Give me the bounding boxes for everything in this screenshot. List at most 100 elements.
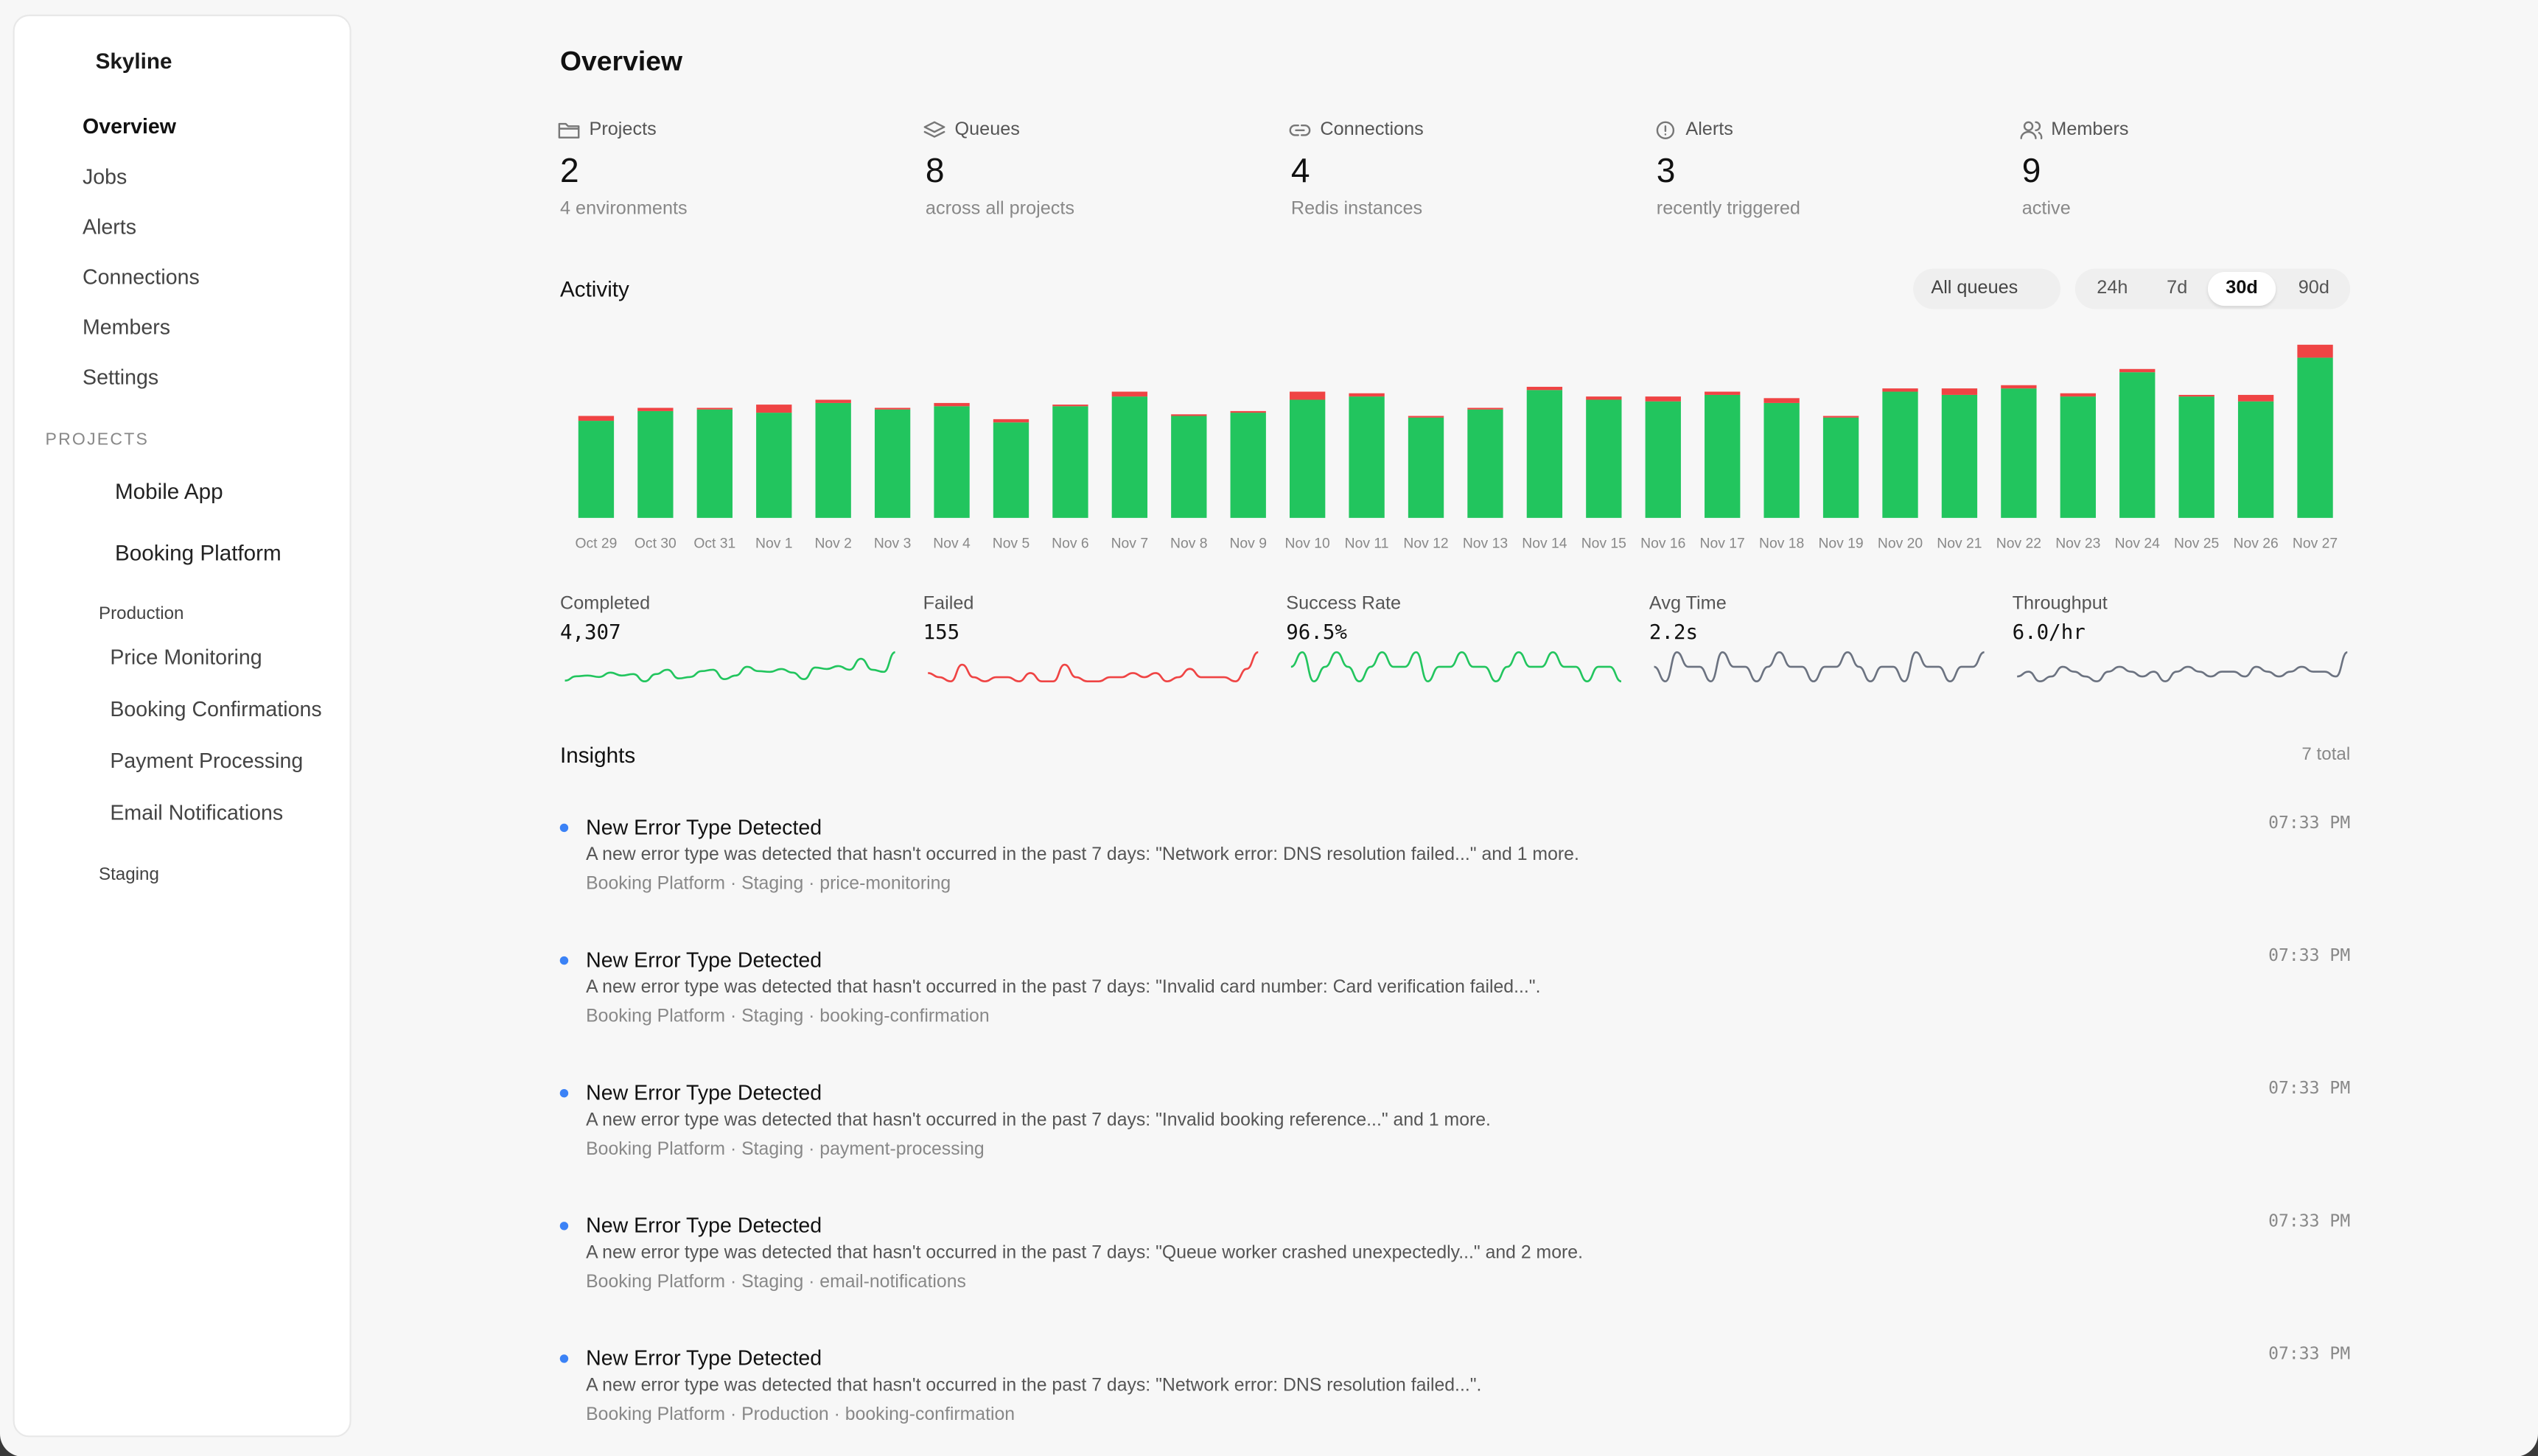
insight-dot: [559, 1088, 569, 1098]
stat-note: Redis instances: [1290, 198, 1423, 218]
metric-label: Throughput: [2012, 593, 2108, 613]
insight-time: 07:33 PM: [2268, 945, 2351, 965]
insight-title[interactable]: New Error Type Detected: [586, 946, 822, 971]
insight-dot: [559, 823, 569, 833]
queue-filter-label[interactable]: All queues: [1931, 278, 2018, 298]
range-option[interactable]: 30d: [2226, 278, 2258, 298]
bar-segment: [2237, 401, 2274, 518]
icon-part: [558, 122, 580, 139]
workspace-name[interactable]: Skyline: [95, 49, 172, 74]
bar-segment: [2060, 393, 2096, 397]
queue-name[interactable]: Email Notifications: [110, 799, 284, 824]
x-tick-label: Nov 26: [2233, 535, 2279, 552]
queue-name[interactable]: Booking Confirmations: [110, 696, 322, 721]
bar-segment: [2060, 396, 2096, 518]
metric-label: Completed: [559, 593, 651, 613]
bar-segment: [1586, 396, 1622, 400]
insight-description: A new error type was detected that hasn'…: [586, 844, 1579, 864]
bar-segment: [934, 406, 970, 518]
bar-segment: [1171, 414, 1207, 416]
insights-count: 7 total: [2301, 745, 2351, 765]
bar-segment: [934, 402, 970, 407]
range-option[interactable]: 90d: [2298, 278, 2329, 298]
insight-meta: Booking Platform · Staging · payment-pro…: [586, 1138, 985, 1159]
environment-name[interactable]: Production: [98, 603, 184, 623]
nav-item[interactable]: Overview: [83, 113, 177, 138]
metric-value: 96.5%: [1286, 618, 1347, 643]
nav-item[interactable]: Members: [83, 314, 171, 339]
bar-segment: [2119, 372, 2156, 518]
x-tick-label: Nov 12: [1403, 535, 1449, 552]
x-tick-label: Nov 27: [2292, 535, 2338, 552]
bar-segment: [1349, 396, 1385, 518]
stat-note: active: [2021, 198, 2071, 218]
bar-segment: [756, 405, 792, 413]
x-tick-label: Nov 17: [1699, 535, 1745, 552]
bar-segment: [993, 422, 1029, 518]
bar-segment: [637, 407, 674, 411]
sidebar: [13, 14, 352, 1438]
stat-value: 4: [1290, 153, 1310, 191]
bar-segment: [1822, 416, 1859, 418]
range-option[interactable]: 24h: [2097, 278, 2128, 298]
sparkline: [2017, 651, 2348, 683]
x-tick-label: Nov 20: [1877, 535, 1923, 552]
x-tick-label: Oct 31: [693, 535, 736, 552]
insight-time: 07:33 PM: [2268, 1211, 2351, 1231]
x-tick-label: Nov 1: [755, 535, 793, 552]
bar-segment: [1822, 417, 1859, 518]
nav-item[interactable]: Jobs: [83, 163, 127, 188]
bar-segment: [1111, 396, 1148, 518]
insight-title[interactable]: New Error Type Detected: [586, 813, 822, 839]
bar-segment: [1052, 405, 1088, 407]
project-name[interactable]: Booking Platform: [114, 540, 282, 565]
x-tick-label: Nov 22: [1996, 535, 2041, 552]
insight-meta: Booking Platform · Staging · email-notif…: [586, 1272, 966, 1292]
icon: [558, 122, 580, 139]
bar-segment: [1230, 410, 1266, 413]
stat-note: across all projects: [925, 198, 1075, 218]
queue-name[interactable]: Price Monitoring: [110, 644, 262, 669]
stat-label: Members: [2051, 119, 2129, 139]
nav-item[interactable]: Connections: [83, 264, 200, 288]
insight-time: 07:33 PM: [2268, 1343, 2351, 1363]
metric-label: Failed: [923, 593, 974, 613]
bar-segment: [2178, 396, 2214, 518]
x-tick-label: Nov 25: [2174, 535, 2220, 552]
nav-item[interactable]: Settings: [83, 364, 159, 389]
environment-name[interactable]: Staging: [98, 864, 159, 884]
bar-segment: [1290, 399, 1326, 518]
x-tick-label: Oct 29: [575, 535, 618, 552]
range-option[interactable]: 7d: [2167, 278, 2188, 298]
project-name[interactable]: Mobile App: [114, 478, 223, 503]
insight-meta: Booking Platform · Staging · price-monit…: [586, 873, 951, 894]
insight-title[interactable]: New Error Type Detected: [586, 1212, 822, 1237]
x-tick-label: Nov 6: [1052, 535, 1089, 552]
x-tick-label: Nov 4: [933, 535, 971, 552]
metric-label: Avg Time: [1649, 593, 1727, 613]
stat-label: Connections: [1320, 119, 1424, 139]
metric-label: Success Rate: [1286, 593, 1402, 613]
nav-item[interactable]: Alerts: [83, 213, 137, 238]
insight-description: A new error type was detected that hasn'…: [586, 977, 1541, 997]
insight-time: 07:33 PM: [2268, 813, 2351, 833]
x-tick-label: Nov 5: [992, 535, 1030, 552]
bar-segment: [2178, 394, 2214, 397]
activity-title: Activity: [559, 277, 629, 302]
insight-title[interactable]: New Error Type Detected: [586, 1079, 822, 1104]
queue-filter[interactable]: [1913, 268, 2061, 309]
bar-segment: [1526, 390, 1563, 518]
x-tick-label: Nov 13: [1462, 535, 1509, 552]
x-tick-label: Nov 8: [1170, 535, 1208, 552]
bar-segment: [1941, 388, 1978, 395]
metric-value: 6.0/hr: [2012, 618, 2086, 643]
insight-title[interactable]: New Error Type Detected: [586, 1345, 822, 1370]
queue-name[interactable]: Payment Processing: [110, 747, 304, 772]
stat-value: 8: [925, 153, 945, 191]
x-tick-label: Nov 10: [1284, 535, 1330, 552]
bar-segment: [1763, 398, 1800, 403]
stat-note: 4 environments: [559, 198, 688, 218]
insight-dot: [559, 1354, 569, 1363]
stat-value: 3: [1656, 153, 1676, 191]
